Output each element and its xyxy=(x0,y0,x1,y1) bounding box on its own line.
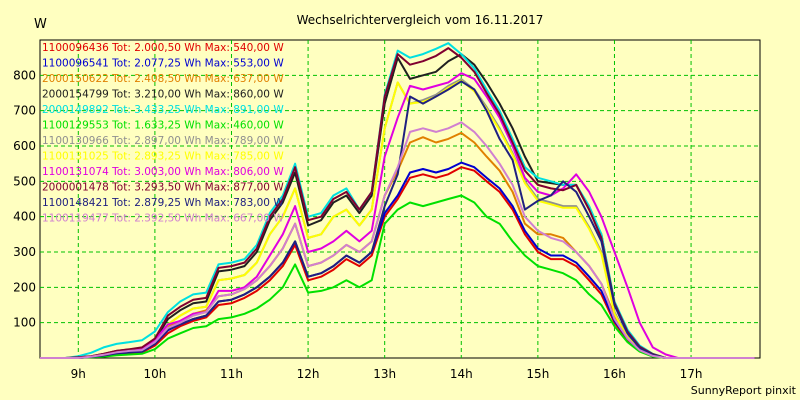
legend-entry-1100119477: 1100119477 Tot: 2.392,50 Wh Max: 667,00 … xyxy=(42,213,284,225)
y-tick-label: 200 xyxy=(13,280,36,294)
legend-entry-1100130966: 1100130966 Tot: 2.897,00 Wh Max: 789,00 … xyxy=(42,135,284,147)
series-line-1100119477 xyxy=(40,121,755,359)
y-tick-label: 700 xyxy=(13,104,36,118)
x-tick-label: 13h xyxy=(373,367,396,381)
series-line-1100148421 xyxy=(40,80,755,359)
legend-entry-1100131025: 1100131025 Tot: 2.893,25 Wh Max: 785,00 … xyxy=(42,151,284,163)
x-tick-label: 14h xyxy=(450,367,473,381)
y-tick-label: 800 xyxy=(13,68,36,82)
y-tick-label: 500 xyxy=(13,174,36,188)
series-line-1100129553 xyxy=(40,194,755,359)
legend-entry-2000149892: 2000149892 Tot: 3.433,25 Wh Max: 891,00 … xyxy=(42,104,284,116)
series-lines xyxy=(40,42,755,359)
legend-entry-1100096541: 1100096541 Tot: 2.077,25 Wh Max: 553,00 … xyxy=(42,58,284,70)
legend-entry-1100096436: 1100096436 Tot: 2.000,50 Wh Max: 540,00 … xyxy=(42,42,284,54)
y-tick-label: 400 xyxy=(13,210,36,224)
legend-entry-2000150622: 2000150622 Tot: 2.408,50 Wh Max: 637,00 … xyxy=(42,73,284,85)
y-tick-label: 600 xyxy=(13,139,36,153)
x-tick-label: 12h xyxy=(297,367,320,381)
legend-entry-1100129553: 1100129553 Tot: 1.633,25 Wh Max: 460,00 … xyxy=(42,120,284,132)
y-tick-label: 300 xyxy=(13,245,36,259)
y-tick-label: 100 xyxy=(13,316,36,330)
legend-entry-1100148421: 1100148421 Tot: 2.879,25 Wh Max: 783,00 … xyxy=(42,197,284,209)
chart-title: Wechselrichtervergleich vom 16.11.2017 xyxy=(297,13,544,27)
x-tick-label: 10h xyxy=(143,367,166,381)
footer-credit: SunnyReport pinxit xyxy=(691,384,797,397)
x-tick-label: 11h xyxy=(220,367,243,381)
y-ticks: 100 200 300 400 500 600 700 800 xyxy=(13,68,36,329)
legend-entry-1100131074: 1100131074 Tot: 3.003,00 Wh Max: 806,00 … xyxy=(42,166,284,178)
plot-area xyxy=(39,39,761,359)
x-ticks: 9h 10h 11h 12h 13h 14h 15h 16h 17h xyxy=(71,367,703,381)
x-tick-label: 16h xyxy=(603,367,626,381)
y-axis-label: W xyxy=(34,17,47,32)
x-tick-label: 9h xyxy=(71,367,86,381)
legend-entry-2000001478: 2000001478 Tot: 3.293,50 Wh Max: 877,00 … xyxy=(42,182,284,194)
legend: 1100096436 Tot: 2.000,50 Wh Max: 540,00 … xyxy=(42,42,284,225)
series-line-1100131074 xyxy=(40,72,755,359)
x-tick-label: 15h xyxy=(526,367,549,381)
x-tick-label: 17h xyxy=(680,367,703,381)
legend-entry-2000154799: 2000154799 Tot: 3.210,00 Wh Max: 860,00 … xyxy=(42,89,284,101)
